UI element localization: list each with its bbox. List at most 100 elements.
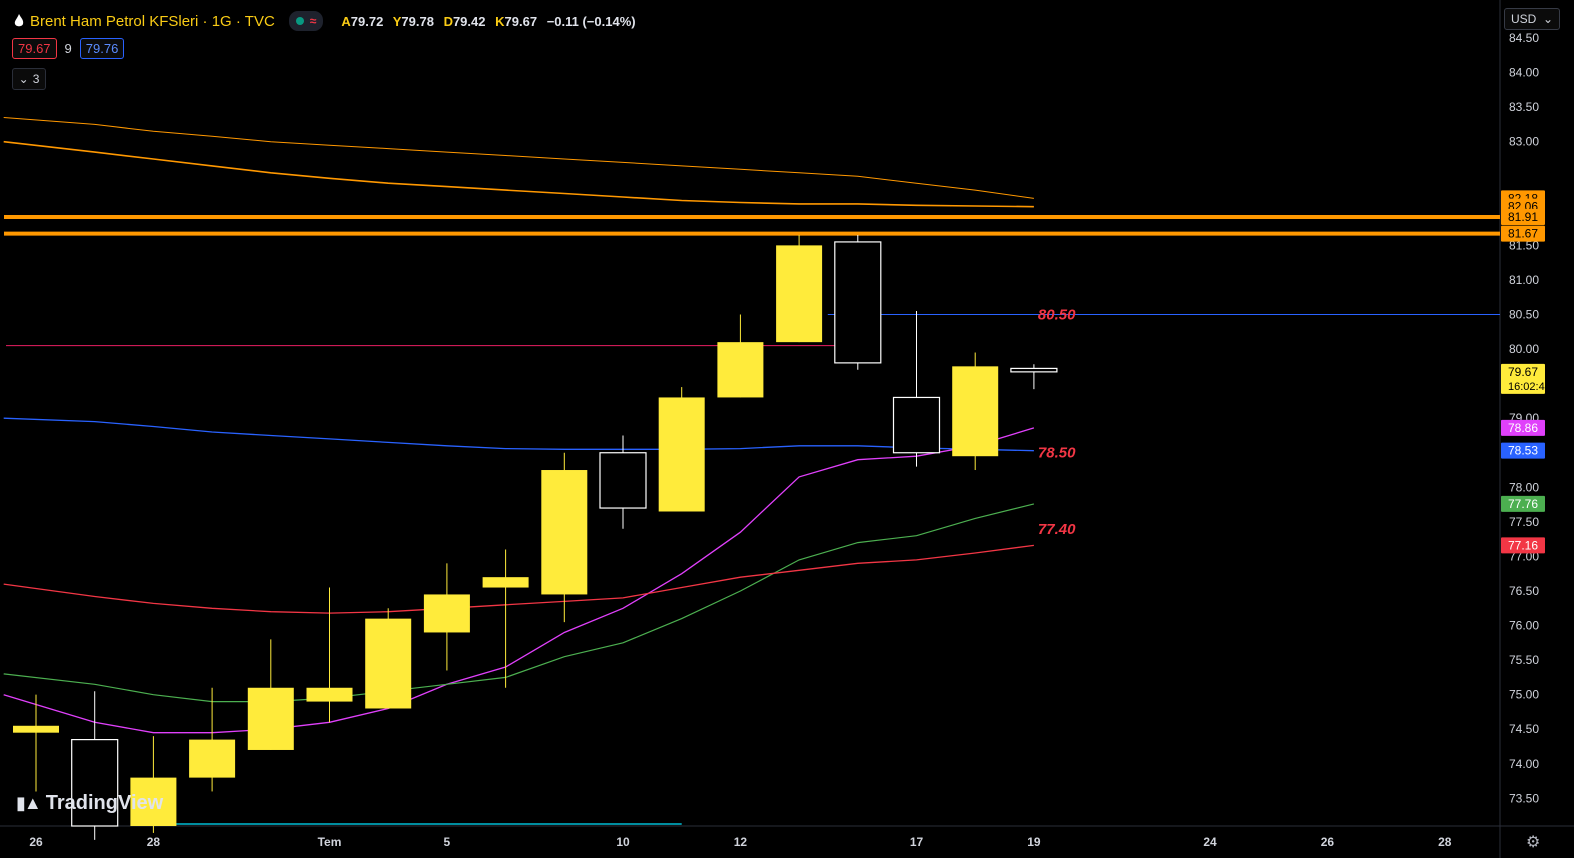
candle-body[interactable]	[952, 366, 999, 457]
candle-body[interactable]	[365, 618, 412, 709]
settings-gear-icon[interactable]: ⚙	[1526, 834, 1541, 851]
y-tick-label: 74.00	[1509, 757, 1539, 771]
x-tick-label: 5	[444, 835, 451, 849]
low-value: 79.42	[452, 13, 486, 29]
candle-body[interactable]	[717, 342, 764, 398]
currency-value: USD	[1511, 12, 1537, 26]
price-tag-label: 78.53	[1508, 444, 1538, 458]
sell-button[interactable]: 79.67	[12, 38, 57, 59]
x-tick-label: 26	[29, 835, 43, 849]
x-tick-label: 17	[910, 835, 924, 849]
candle-body[interactable]	[892, 396, 941, 454]
chevron-down-icon: ⌄	[1542, 12, 1553, 26]
y-tick-label: 81.00	[1509, 273, 1539, 287]
moving-average-line[interactable]	[3, 503, 1035, 703]
y-tick-label: 76.50	[1509, 584, 1539, 598]
x-tick-label: 24	[1203, 835, 1217, 849]
ohlc-values: A79.72 Y79.78 D79.42 K79.67 −0.11 (−0.14…	[341, 14, 641, 29]
y-tick-label: 75.50	[1509, 653, 1539, 667]
x-tick-label: 26	[1321, 835, 1335, 849]
currency-select[interactable]: USD ⌄	[1504, 8, 1560, 30]
candle-body[interactable]	[130, 777, 177, 826]
y-tick-label: 84.00	[1509, 66, 1539, 80]
trade-buttons: 79.67 9 79.76	[12, 38, 125, 59]
moving-average-line[interactable]	[3, 427, 1035, 734]
market-status[interactable]: ≈	[288, 11, 324, 31]
candle-body[interactable]	[776, 245, 823, 343]
candle-body[interactable]	[834, 241, 882, 364]
candle-body[interactable]	[658, 397, 705, 512]
y-tick-label: 76.00	[1509, 619, 1539, 633]
price-level-label: 78.50	[1038, 445, 1076, 462]
spread-value: 9	[64, 41, 72, 56]
y-tick-label: 83.50	[1509, 100, 1539, 114]
indicators-count: 3	[32, 72, 40, 86]
y-tick-label: 84.50	[1509, 31, 1539, 45]
countdown-label: 16:02:46	[1508, 381, 1551, 393]
high-value: 79.78	[401, 13, 434, 29]
y-tick-label: 80.50	[1509, 308, 1539, 322]
candle-body[interactable]	[541, 470, 588, 595]
symbol-title[interactable]: Brent Ham Petrol KFSleri · 1G · TVC	[30, 12, 275, 30]
y-tick-label: 78.00	[1509, 480, 1539, 494]
flame-icon	[14, 14, 24, 27]
delayed-data-icon: ≈	[309, 14, 317, 28]
chevron-down-icon: ⌄	[18, 72, 29, 86]
price-level-label: 77.40	[1038, 521, 1076, 538]
x-tick-label: 28	[1438, 835, 1452, 849]
high-key: Y	[392, 13, 402, 29]
y-tick-label: 74.50	[1509, 722, 1539, 736]
x-tick-label: 28	[147, 835, 161, 849]
market-open-icon	[295, 17, 304, 25]
price-tag-label: 77.16	[1508, 538, 1538, 552]
price-tag-label: 77.76	[1508, 497, 1538, 511]
moving-average-line[interactable]	[3, 140, 1034, 208]
symbol-legend: Brent Ham Petrol KFSleri · 1G · TVC ≈ A7…	[14, 10, 642, 32]
price-tag-box	[1501, 442, 1545, 459]
price-level-label: 80.50	[1038, 307, 1076, 324]
price-tag-label: 78.86	[1508, 421, 1538, 435]
change-value: −0.11 (−0.14%)	[546, 13, 636, 29]
y-tick-label: 83.00	[1509, 135, 1539, 149]
price-tag-box	[1501, 209, 1545, 226]
candle-body[interactable]	[189, 739, 236, 778]
tradingview-logo-text: TradingView	[45, 792, 164, 814]
x-tick-label: Tem	[318, 835, 342, 849]
x-tick-label: 19	[1027, 835, 1041, 849]
candle-body[interactable]	[423, 594, 470, 633]
y-tick-label: 81.50	[1509, 238, 1539, 252]
price-tag-label: 81.91	[1508, 210, 1538, 224]
candle-body[interactable]	[599, 452, 647, 509]
candle-body[interactable]	[306, 687, 353, 702]
price-tag-box	[1501, 495, 1545, 512]
low-key: D	[443, 13, 453, 29]
open-value: 79.72	[350, 13, 384, 29]
candle-body[interactable]	[71, 738, 119, 827]
price-tag-box	[1501, 537, 1545, 554]
candle-body[interactable]	[247, 687, 294, 750]
candle-body[interactable]	[13, 725, 59, 733]
price-tag-box	[1501, 419, 1545, 436]
price-tag-box	[1501, 225, 1545, 242]
moving-average-line[interactable]	[3, 117, 1034, 199]
y-tick-label: 75.00	[1509, 688, 1539, 702]
y-tick-label: 77.50	[1509, 515, 1539, 529]
x-tick-label: 12	[734, 835, 748, 849]
buy-button[interactable]: 79.76	[79, 38, 125, 59]
x-tick-label: 10	[616, 835, 630, 849]
price-tag-label: 81.67	[1508, 227, 1538, 241]
price-tag-label: 79.67	[1508, 365, 1538, 379]
indicators-toggle[interactable]: ⌄ 3	[12, 68, 46, 90]
moving-average-line[interactable]	[3, 544, 1034, 614]
price-tag-box	[1501, 363, 1545, 394]
tradingview-logo[interactable]: ▮▲ TradingView	[16, 792, 163, 815]
close-value: 79.67	[504, 13, 538, 29]
y-tick-label: 73.50	[1509, 791, 1539, 805]
candle-body[interactable]	[1010, 367, 1058, 373]
tradingview-logo-icon: ▮▲	[16, 793, 42, 813]
close-key: K	[495, 13, 505, 29]
open-key: A	[341, 13, 351, 29]
candle-body[interactable]	[482, 577, 529, 588]
moving-average-line[interactable]	[3, 417, 1034, 452]
